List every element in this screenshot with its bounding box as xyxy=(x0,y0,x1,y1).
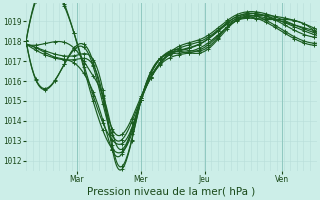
X-axis label: Pression niveau de la mer( hPa ): Pression niveau de la mer( hPa ) xyxy=(87,187,255,197)
